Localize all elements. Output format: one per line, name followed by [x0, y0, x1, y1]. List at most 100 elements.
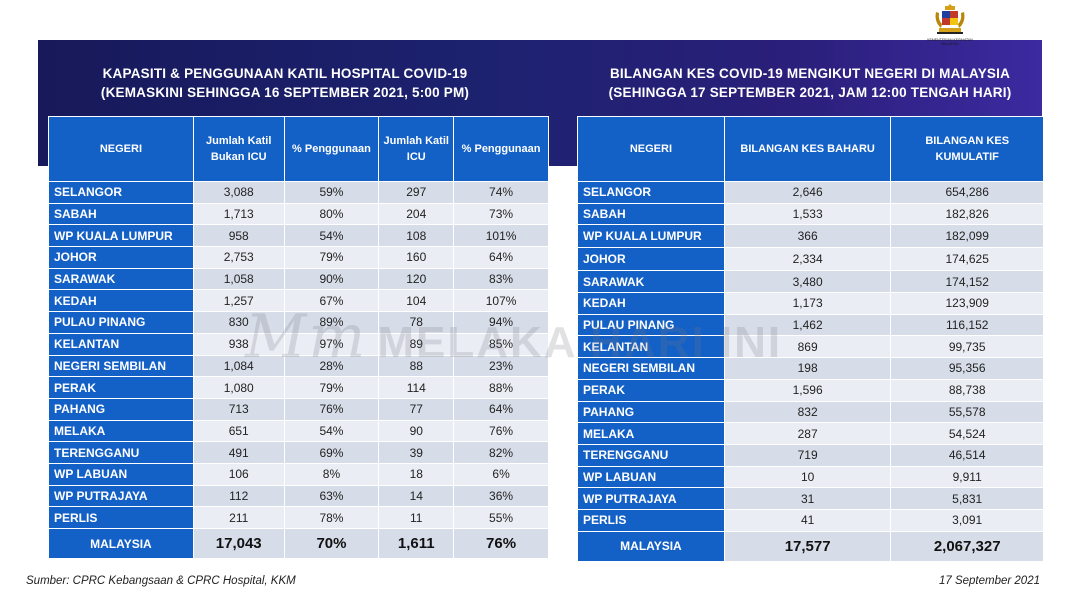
covid-cases-value-cell: 116,152 — [890, 313, 1044, 337]
covid-cases-value-cell: 55,578 — [890, 400, 1044, 424]
bed-capacity-value-cell: 120 — [378, 267, 455, 291]
covid-cases-value-cell: 1,596 — [723, 378, 892, 402]
bed-capacity-value-cell: 958 — [192, 224, 285, 248]
bed-capacity-row: NEGERI SEMBILAN 1,084 28% 88 23% — [48, 354, 549, 378]
right-title-line1: BILANGAN KES COVID-19 MENGIKUT NEGERI DI… — [609, 66, 1011, 81]
bed-capacity-header-row: NEGERI Jumlah Katil Bukan ICU% Penggunaan… — [48, 116, 549, 182]
bed-capacity-value-cell: 106 — [192, 462, 285, 486]
bed-capacity-value-cell: 23% — [453, 354, 549, 378]
bed-capacity-value-cell: 160 — [378, 246, 455, 269]
bed-capacity-value-cell: 76% — [453, 419, 549, 443]
bed-capacity-value-cell: 713 — [192, 397, 285, 421]
bed-capacity-value-cell: 90 — [378, 419, 455, 443]
covid-cases-value-cell: 3,480 — [723, 270, 892, 294]
bed-capacity-column-header: % Penggunaan — [283, 116, 380, 182]
covid-cases-value-cell: 31 — [723, 487, 892, 510]
covid-cases-state-cell: WP PUTRAJAYA — [577, 487, 725, 510]
bed-capacity-row: SARAWAK 1,058 90% 120 83% — [48, 267, 549, 291]
covid-cases-value-cell: 1,533 — [723, 202, 892, 226]
bed-capacity-value-cell: 90% — [283, 267, 380, 291]
covid-cases-row: NEGERI SEMBILAN 198 95,356 — [577, 357, 1044, 380]
covid-cases-state-cell: KELANTAN — [577, 335, 725, 359]
bed-capacity-row: WP PUTRAJAYA 112 63% 14 36% — [48, 484, 549, 508]
bed-capacity-value-cell: 11 — [378, 506, 455, 529]
bed-capacity-state-cell: SABAH — [48, 202, 194, 226]
bed-capacity-value-cell: 3,088 — [192, 181, 285, 204]
covid-cases-value-cell: 41 — [723, 508, 892, 532]
covid-cases-row: PAHANG 832 55,578 — [577, 400, 1044, 424]
bed-capacity-column-header: Jumlah Katil ICU — [378, 116, 455, 182]
bed-capacity-state-cell: SARAWAK — [48, 267, 194, 291]
bed-capacity-row: JOHOR 2,753 79% 160 64% — [48, 246, 549, 269]
bed-capacity-value-cell: 491 — [192, 441, 285, 464]
bed-capacity-total-value: 76% — [453, 528, 549, 559]
bed-capacity-row: KELANTAN 938 97% 89 85% — [48, 332, 549, 356]
covid-cases-value-cell: 1,173 — [723, 292, 892, 315]
covid-cases-value-cell: 182,826 — [890, 202, 1044, 226]
covid-cases-row: SELANGOR 2,646 654,286 — [577, 181, 1044, 204]
covid-cases-value-cell: 174,625 — [890, 247, 1044, 272]
bed-capacity-total-value: 70% — [283, 528, 380, 559]
bed-capacity-state-cell: WP LABUAN — [48, 462, 194, 486]
bed-capacity-row: WP LABUAN 106 8% 18 6% — [48, 462, 549, 486]
bed-capacity-value-cell: 74% — [453, 181, 549, 204]
covid-cases-value-cell: 2,646 — [723, 181, 892, 204]
covid-cases-value-cell: 54,524 — [890, 422, 1044, 445]
covid-cases-value-cell: 174,152 — [890, 270, 1044, 294]
bed-capacity-value-cell: 64% — [453, 397, 549, 421]
bed-capacity-value-cell: 88 — [378, 354, 455, 378]
bed-capacity-value-cell: 1,257 — [192, 289, 285, 313]
covid-cases-column-header: NEGERI — [577, 116, 725, 182]
bed-capacity-value-cell: 1,713 — [192, 202, 285, 226]
bed-capacity-row: SELANGOR 3,088 59% 297 74% — [48, 181, 549, 204]
bed-capacity-value-cell: 73% — [453, 202, 549, 226]
covid-cases-state-cell: WP KUALA LUMPUR — [577, 224, 725, 249]
bed-capacity-value-cell: 211 — [192, 506, 285, 529]
covid-cases-total-value: 17,577 — [723, 530, 892, 562]
covid-cases-row: WP LABUAN 10 9,911 — [577, 465, 1044, 489]
covid-cases-value-cell: 88,738 — [890, 378, 1044, 402]
right-title-line2: (SEHINGGA 17 SEPTEMBER 2021, JAM 12:00 T… — [608, 85, 1012, 100]
bed-capacity-value-cell: 14 — [378, 484, 455, 508]
bed-capacity-row: PERLIS 211 78% 11 55% — [48, 506, 549, 529]
bed-capacity-total-label: MALAYSIA — [48, 528, 194, 559]
bed-capacity-value-cell: 97% — [283, 332, 380, 356]
covid-cases-row: PULAU PINANG 1,462 116,152 — [577, 313, 1044, 337]
covid-cases-value-cell: 719 — [723, 443, 892, 467]
bed-capacity-row: PULAU PINANG 830 89% 78 94% — [48, 311, 549, 334]
bed-capacity-value-cell: 1,084 — [192, 354, 285, 378]
logo-caption: KEMENTERIAN KESIHATAN MALAYSIA — [927, 38, 973, 46]
footer-date: 17 September 2021 — [938, 575, 1040, 587]
bed-capacity-state-cell: WP PUTRAJAYA — [48, 484, 194, 508]
bed-capacity-state-cell: NEGERI SEMBILAN — [48, 354, 194, 378]
covid-cases-state-cell: NEGERI SEMBILAN — [577, 357, 725, 380]
bed-capacity-value-cell: 108 — [378, 224, 455, 248]
covid-cases-value-cell: 9,911 — [890, 465, 1044, 489]
bed-capacity-state-cell: MELAKA — [48, 419, 194, 443]
bed-capacity-value-cell: 88% — [453, 376, 549, 399]
bed-capacity-row: SABAH 1,713 80% 204 73% — [48, 202, 549, 226]
bed-capacity-state-cell: SELANGOR — [48, 181, 194, 204]
bed-capacity-value-cell: 938 — [192, 332, 285, 356]
bed-capacity-value-cell: 6% — [453, 462, 549, 486]
bed-capacity-total-row: MALAYSIA 17,043 70% 1,611 76% — [48, 528, 549, 559]
left-title-line2: (KEMASKINI SEHINGGA 16 SEPTEMBER 2021, 5… — [100, 85, 470, 100]
bed-capacity-value-cell: 85% — [453, 332, 549, 356]
bed-capacity-body: SELANGOR 3,088 59% 297 74% SABAH 1,713 80% 204 73… — [48, 181, 549, 529]
bed-capacity-value-cell: 77 — [378, 397, 455, 421]
covid-cases-header: NEGERI BILANGAN KES BAHARU BILANGAN KES KU… — [577, 116, 1044, 182]
covid-cases-total-label: MALAYSIA — [577, 530, 725, 562]
bed-capacity-value-cell: 82% — [453, 441, 549, 464]
right-title: BILANGAN KES COVID-19 MENGIKUT NEGERI DI… — [560, 64, 1060, 102]
covid-cases-state-cell: KEDAH — [577, 292, 725, 315]
covid-cases-row: PERLIS 41 3,091 — [577, 508, 1044, 532]
bed-capacity-value-cell: 1,080 — [192, 376, 285, 399]
bed-capacity-value-cell: 18 — [378, 462, 455, 486]
covid-cases-value-cell: 198 — [723, 357, 892, 380]
covid-cases-state-cell: PERAK — [577, 378, 725, 402]
bed-capacity-total-value: 1,611 — [378, 528, 455, 559]
bed-capacity-value-cell: 80% — [283, 202, 380, 226]
covid-cases-value-cell: 2,334 — [723, 247, 892, 272]
covid-cases-row: PERAK 1,596 88,738 — [577, 378, 1044, 402]
bed-capacity-value-cell: 204 — [378, 202, 455, 226]
